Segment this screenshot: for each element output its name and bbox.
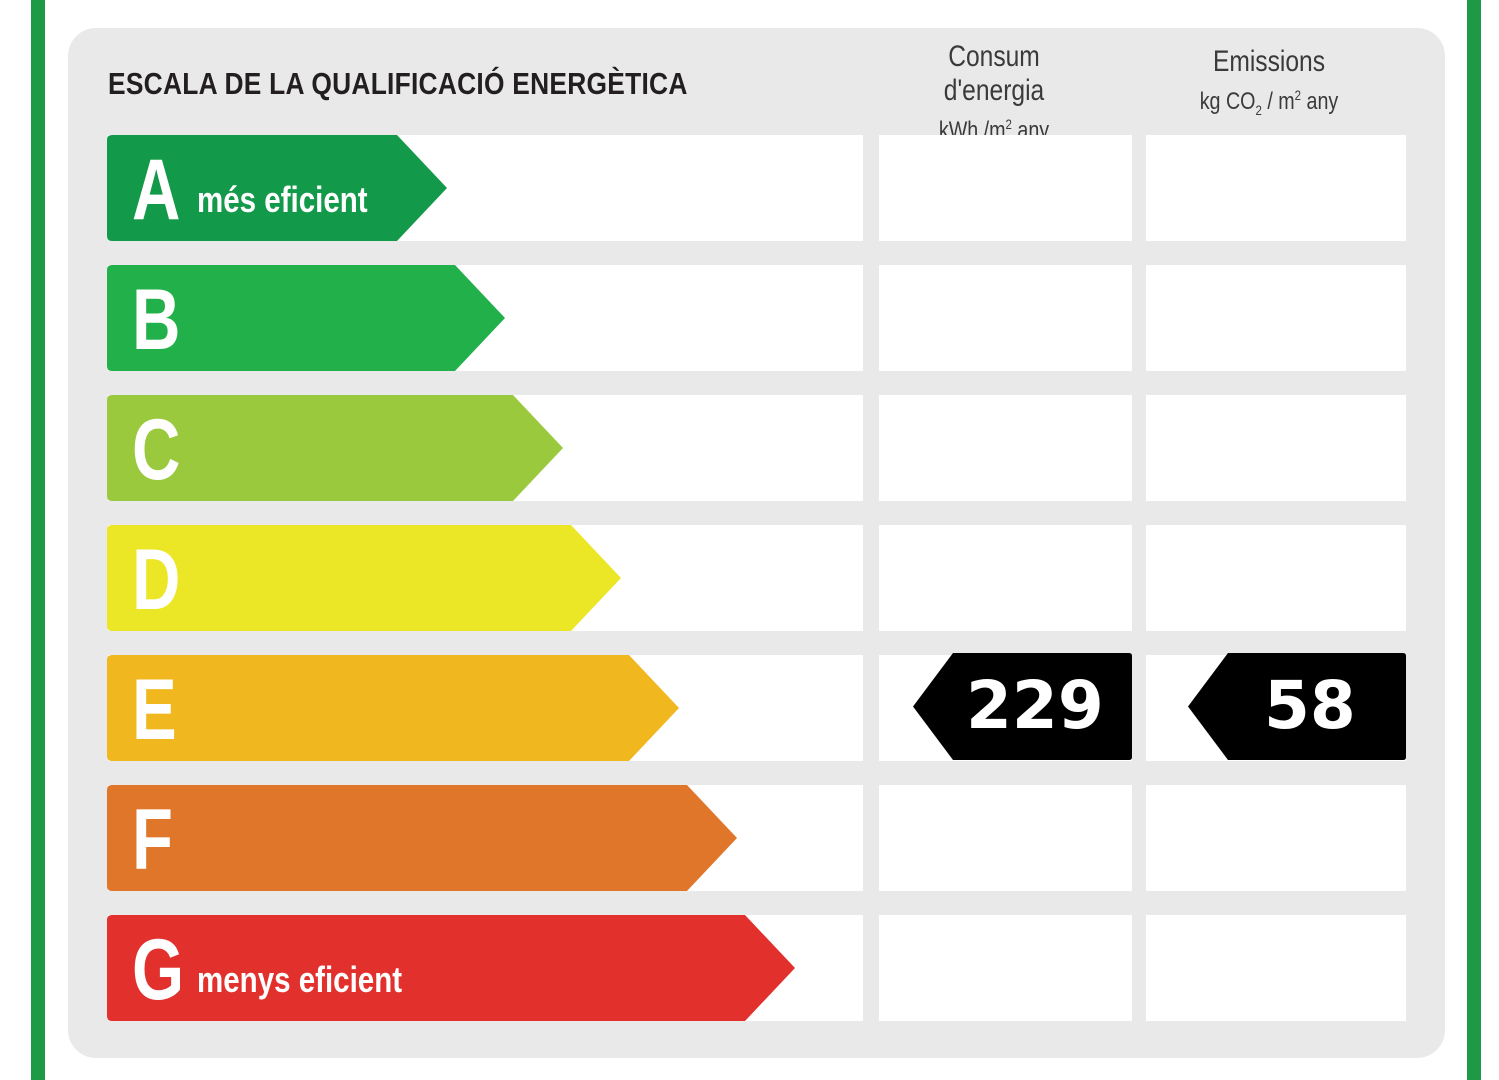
class-f-arrow-shape (107, 785, 737, 891)
energy-column-title: Consum d'energia (943, 40, 1045, 107)
energy-cell-a (879, 135, 1132, 241)
class-b-arrow-shape (107, 265, 505, 371)
emissions-cell-g (1146, 915, 1406, 1021)
emissions-column-unit: kg CO2 / m2 any (1199, 87, 1339, 118)
class-a-sublabel: més eficient (197, 179, 368, 220)
class-c-arrow-shape (107, 395, 563, 501)
emissions-cell-f (1146, 785, 1406, 891)
energy-cell-b (879, 265, 1132, 371)
energy-cell-c (879, 395, 1132, 501)
class-g-sublabel: menys eficient (197, 959, 403, 1000)
class-f-letter: F (132, 792, 173, 888)
class-g-letter: G (132, 922, 185, 1018)
class-e-letter: E (132, 662, 177, 758)
emissions-cell-a (1146, 135, 1406, 241)
class-a-arrow (107, 135, 447, 241)
class-d-arrow-shape (107, 525, 621, 631)
energy-rating-tag (913, 653, 1132, 760)
energy-cell-f (879, 785, 1132, 891)
class-g-arrow (107, 915, 795, 1021)
class-b-arrow (107, 265, 505, 371)
class-e-arrow (107, 655, 679, 761)
frame-right-border (1467, 0, 1481, 1080)
emissions-column-title: Emissions (1212, 45, 1326, 78)
emissions-cell-c (1146, 395, 1406, 501)
energy-cell-g (879, 915, 1132, 1021)
emissions-rating-value: 58 (1264, 667, 1356, 744)
class-f-arrow (107, 785, 737, 891)
class-a-letter: A (132, 142, 181, 238)
class-g-arrow-shape (107, 915, 795, 1021)
label-title: ESCALA DE LA QUALIFICACIÓ ENERGÈTICA (108, 66, 688, 101)
emissions-cell-d (1146, 525, 1406, 631)
emissions-rating-tag (1188, 653, 1406, 760)
frame-left-border (31, 0, 45, 1080)
emissions-cell-b (1146, 265, 1406, 371)
class-e-arrow-shape (107, 655, 679, 761)
emissions-column-header: Emissions kg CO2 / m2 any (1150, 45, 1388, 118)
energy-cell-d (879, 525, 1132, 631)
class-d-letter: D (132, 532, 181, 628)
class-b-letter: B (132, 272, 181, 368)
energy-column-header: Consum d'energia kWh /m2 any (880, 40, 1108, 145)
class-c-arrow (107, 395, 563, 501)
class-d-arrow (107, 525, 621, 631)
class-c-letter: C (132, 402, 181, 498)
class-a-arrow-shape (107, 135, 447, 241)
energy-rating-value: 229 (966, 667, 1104, 744)
